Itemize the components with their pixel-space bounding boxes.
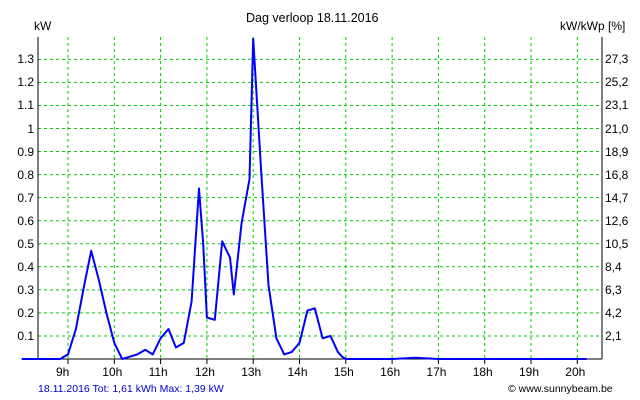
y-tick-label-left: 0.3 — [17, 282, 34, 297]
y-tick-label-right: 14,7 — [605, 190, 629, 205]
y-tick-label-left: 0.6 — [17, 213, 34, 228]
x-tick-label: 14h — [287, 365, 308, 379]
x-tick-label: 13h — [241, 365, 262, 379]
y-tick-label-right: 4,2 — [605, 305, 622, 320]
grid — [38, 37, 602, 359]
x-tick-label: 18h — [472, 365, 493, 379]
x-tick-label: 17h — [426, 365, 447, 379]
x-tick-label: 11h — [148, 365, 168, 379]
axes — [37, 37, 603, 364]
y-tick-label-left: 0.7 — [17, 190, 34, 205]
series — [21, 37, 587, 360]
y-axis-right-label: kW/kWp [%] — [560, 19, 626, 33]
y-tick-label-left: 0.9 — [17, 144, 34, 159]
y-tick-label-right: 18,9 — [605, 144, 629, 159]
x-tick-label: 19h — [519, 365, 540, 379]
y-axis-left-label: kW — [34, 19, 52, 33]
y-tick-label-right: 8,4 — [605, 259, 622, 274]
y-tick-label-left: 0.5 — [17, 236, 34, 251]
x-tick-label: 12h — [194, 365, 215, 379]
chart-title: Dag verloop 18.11.2016 — [246, 11, 379, 25]
x-tick-label: 10h — [102, 365, 123, 379]
y-tick-label-left: 1 — [27, 121, 34, 136]
y-tick-label-right: 2,1 — [605, 328, 622, 343]
y-tick-label-right: 21,0 — [605, 121, 629, 136]
y-tick-label-right: 10,5 — [605, 236, 629, 251]
power-line — [21, 37, 587, 360]
y-tick-label-right: 23,1 — [605, 98, 629, 113]
x-tick-label: 15h — [333, 365, 354, 379]
y-tick-label-left: 0.1 — [17, 328, 34, 343]
y-tick-label-right: 12,6 — [605, 213, 629, 228]
y-tick-label-left: 1.1 — [17, 98, 34, 113]
y-tick-label-right: 27,3 — [605, 52, 629, 67]
y-tick-label-left: 1.3 — [17, 52, 34, 67]
x-tick-label: 16h — [380, 365, 401, 379]
footer-summary: 18.11.2016 Tot: 1,61 kWh Max: 1,39 kW — [38, 383, 224, 395]
y-tick-label-left: 0.4 — [17, 259, 34, 274]
y-tick-label-right: 25,2 — [605, 75, 629, 90]
y-tick-label-left: 1.2 — [17, 75, 34, 90]
y-tick-label-right: 16,8 — [605, 167, 629, 182]
x-tick-label: 20h — [565, 365, 586, 379]
y-tick-label-left: 0.2 — [17, 305, 34, 320]
x-tick-label: 9h — [56, 365, 70, 379]
footer-credit: © www.sunnybeam.be — [508, 383, 613, 395]
y-tick-label-right: 6,3 — [605, 282, 622, 297]
y-tick-label-left: 0.8 — [17, 167, 34, 182]
